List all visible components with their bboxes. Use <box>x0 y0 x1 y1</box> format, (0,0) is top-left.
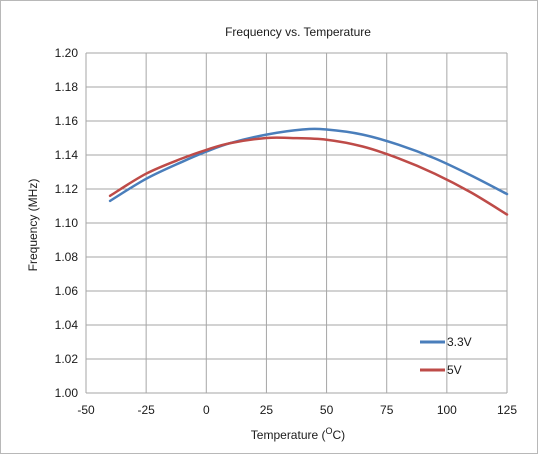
y-axis-title: Frequency (MHz) <box>26 179 40 272</box>
y-tick-label: 1.16 <box>55 114 79 128</box>
y-tick-label: 1.10 <box>55 216 79 230</box>
y-tick-label: 1.12 <box>55 182 79 196</box>
y-tick-label: 1.14 <box>55 148 79 162</box>
x-axis-title-main: Temperature ( <box>251 428 326 442</box>
x-tick-label: 125 <box>497 403 517 417</box>
y-tick-label: 1.20 <box>55 46 79 60</box>
x-tick-label: 0 <box>203 403 210 417</box>
y-tick-label: 1.06 <box>55 284 79 298</box>
y-tick-label: 1.00 <box>55 386 79 400</box>
chart-title: Frequency vs. Temperature <box>225 25 371 39</box>
legend-label-5v: 5V <box>447 363 462 377</box>
x-tick-label: 25 <box>260 403 274 417</box>
series-line-5v <box>108 136 509 216</box>
x-tick-label: -25 <box>137 403 155 417</box>
y-tick-label: 1.04 <box>55 318 79 332</box>
series-line-3-3v <box>108 127 509 203</box>
series-lines <box>108 127 509 216</box>
legend: 3.3V 5V <box>420 335 472 377</box>
x-tick-label: 50 <box>320 403 334 417</box>
x-axis-title-suffix: C) <box>333 428 346 442</box>
tick-labels: 1.00 1.02 1.04 1.06 1.08 1.10 1.12 1.14 1.16 1.18… <box>55 46 518 417</box>
y-tick-label: 1.08 <box>55 250 79 264</box>
legend-label-3-3v: 3.3V <box>447 335 472 349</box>
x-axis-title: Temperature (OC) <box>251 426 345 442</box>
x-tick-label: -50 <box>77 403 95 417</box>
y-tick-label: 1.18 <box>55 80 79 94</box>
y-tick-label: 1.02 <box>55 352 79 366</box>
x-axis-title-superscript: O <box>326 426 333 436</box>
grid-lines <box>85 52 508 394</box>
x-tick-label: 100 <box>437 403 457 417</box>
x-tick-label: 75 <box>380 403 394 417</box>
